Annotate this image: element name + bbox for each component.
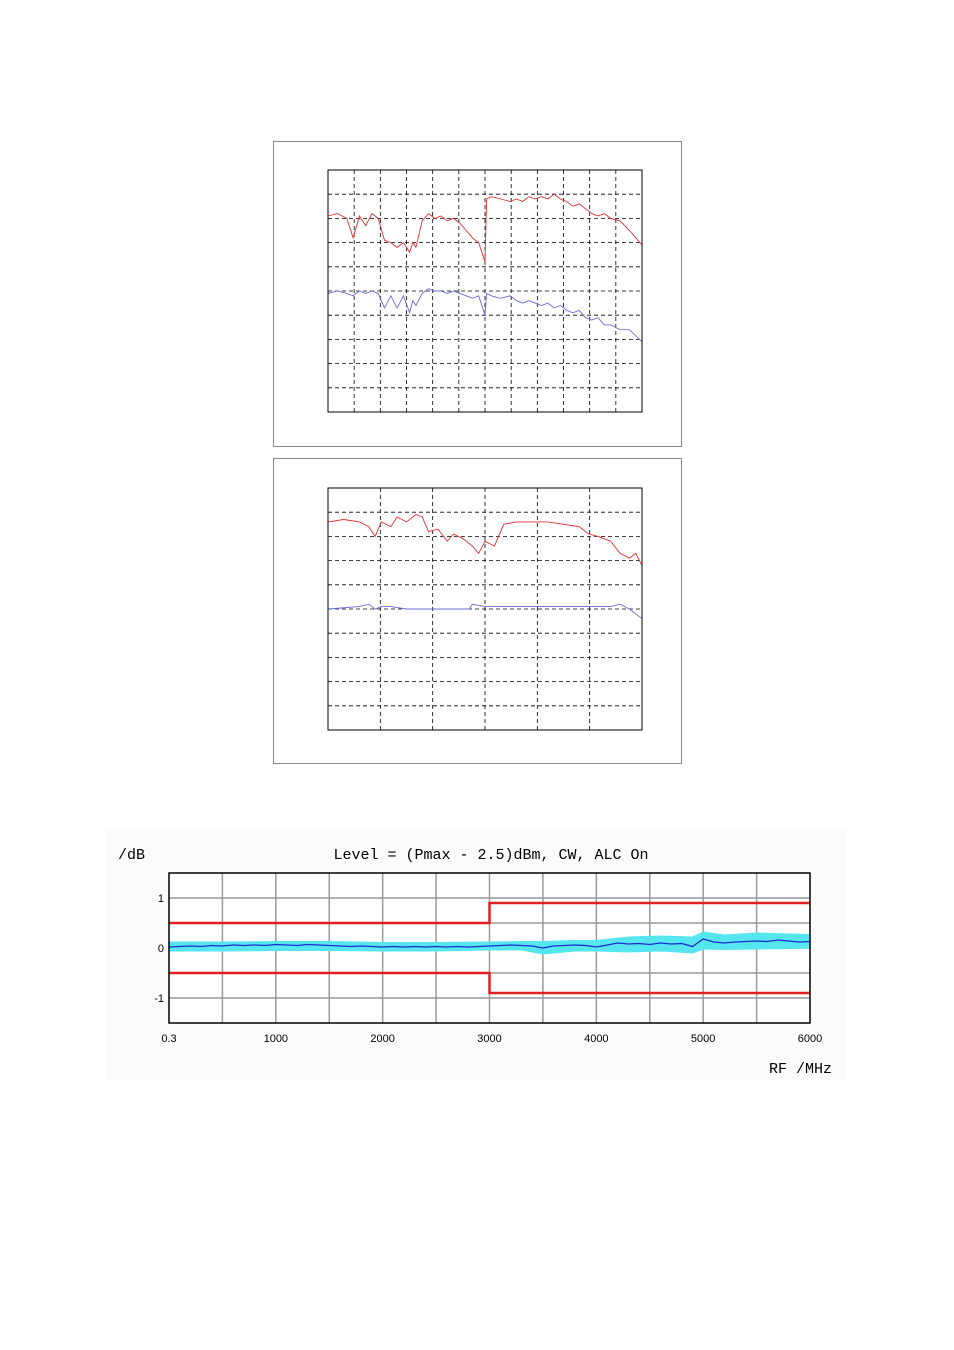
chart-3-x-tick-label: 5000 bbox=[691, 1033, 715, 1045]
chart-1 bbox=[273, 141, 682, 447]
chart-2 bbox=[273, 458, 682, 764]
chart-3-ylabel: /dB bbox=[118, 847, 145, 864]
chart-2-plot-border bbox=[327, 487, 643, 731]
chart-3-y-tick-labels: 1 0 -1 bbox=[154, 893, 164, 1005]
chart-2-series-1-line bbox=[327, 514, 643, 566]
chart-3-y-tick-label: -1 bbox=[154, 993, 164, 1005]
chart-2-frame bbox=[273, 458, 682, 764]
chart-3-x-tick-label: 2000 bbox=[370, 1033, 394, 1045]
chart-1-plot-border bbox=[327, 169, 643, 413]
chart-3-x-tick-labels: 0.3 1000 2000 3000 4000 5000 6000 bbox=[161, 1033, 822, 1045]
chart-3-x-tick-label: 0.3 bbox=[161, 1033, 176, 1045]
chart-3-limit-lines bbox=[169, 901, 810, 995]
chart-2-series-2-line bbox=[327, 603, 643, 620]
chart-3-y-tick-label: 1 bbox=[158, 893, 164, 905]
chart-1-grid bbox=[328, 170, 642, 412]
chart-1-series bbox=[327, 193, 643, 343]
chart-3-xlabel: RF /MHz bbox=[769, 1061, 832, 1078]
chart-1-series-2-line bbox=[327, 288, 643, 343]
chart-3: /dB Level = (Pmax - 2.5)dBm, CW, ALC On … bbox=[106, 828, 846, 1080]
chart-3-x-tick-label: 1000 bbox=[264, 1033, 288, 1045]
chart-3-plot-border bbox=[168, 872, 811, 1024]
chart-3-series bbox=[168, 938, 811, 949]
chart-3-x-tick-label: 4000 bbox=[584, 1033, 608, 1045]
chart-2-series bbox=[327, 514, 643, 620]
chart-3-upper-limit-line bbox=[169, 901, 810, 925]
chart-1-series-1-line bbox=[327, 193, 643, 263]
chart-3-y-tick-label: 0 bbox=[158, 943, 164, 955]
chart-1-frame bbox=[273, 141, 682, 447]
chart-3-x-tick-label: 6000 bbox=[798, 1033, 822, 1045]
chart-3-series-1-line bbox=[168, 938, 811, 949]
chart-3-title: Level = (Pmax - 2.5)dBm, CW, ALC On bbox=[333, 847, 648, 864]
chart-3-x-tick-label: 3000 bbox=[477, 1033, 501, 1045]
chart-3-lower-limit-line bbox=[169, 971, 810, 995]
